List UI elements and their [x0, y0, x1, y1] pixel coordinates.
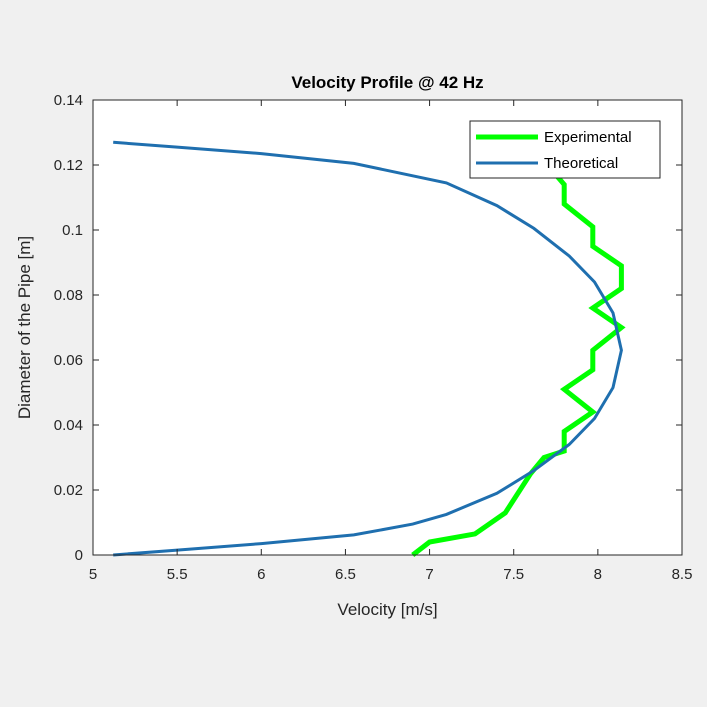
- x-tick-label: 5.5: [167, 566, 188, 583]
- legend-box: [469, 120, 661, 179]
- legend-label-experimental: Experimental: [544, 129, 632, 146]
- ticks-layer: 5 5.5 6 6.5 7 7.5 8 8.5 0 0.02 0.04 0.06 0.08 0.1 0.12…: [54, 92, 693, 583]
- y-tick-label: 0.14: [54, 92, 83, 109]
- y-tick-label: 0.04: [54, 417, 83, 434]
- x-tick-label: 5: [89, 566, 97, 583]
- y-tick-label: 0: [75, 547, 83, 564]
- x-tick-label: 8.5: [672, 566, 693, 583]
- y-tick-label: 0.1: [62, 222, 83, 239]
- series-layer: [113, 140, 626, 557]
- y-tick-label: 0.06: [54, 352, 83, 369]
- x-tick-label: 6.5: [335, 566, 356, 583]
- y-tick-label: 0.08: [54, 287, 83, 304]
- series-line-theoretical: [113, 140, 623, 557]
- x-axis-label: Velocity [m/s]: [337, 600, 437, 619]
- x-tick-label: 8: [594, 566, 602, 583]
- x-tick-label: 7.5: [503, 566, 524, 583]
- x-tick-label: 7: [425, 566, 433, 583]
- y-tick-label: 0.12: [54, 157, 83, 174]
- series-line-experimental: [411, 173, 626, 557]
- x-tick-label: 6: [257, 566, 265, 583]
- chart-title: Velocity Profile @ 42 Hz: [291, 73, 483, 92]
- y-tick-label: 0.02: [54, 482, 83, 499]
- axes-box: [92, 99, 683, 556]
- legend: Experimental Theoretical: [469, 120, 661, 179]
- legend-label-theoretical: Theoretical: [544, 155, 618, 172]
- y-axis-label: Diameter of the Pipe [m]: [15, 236, 34, 419]
